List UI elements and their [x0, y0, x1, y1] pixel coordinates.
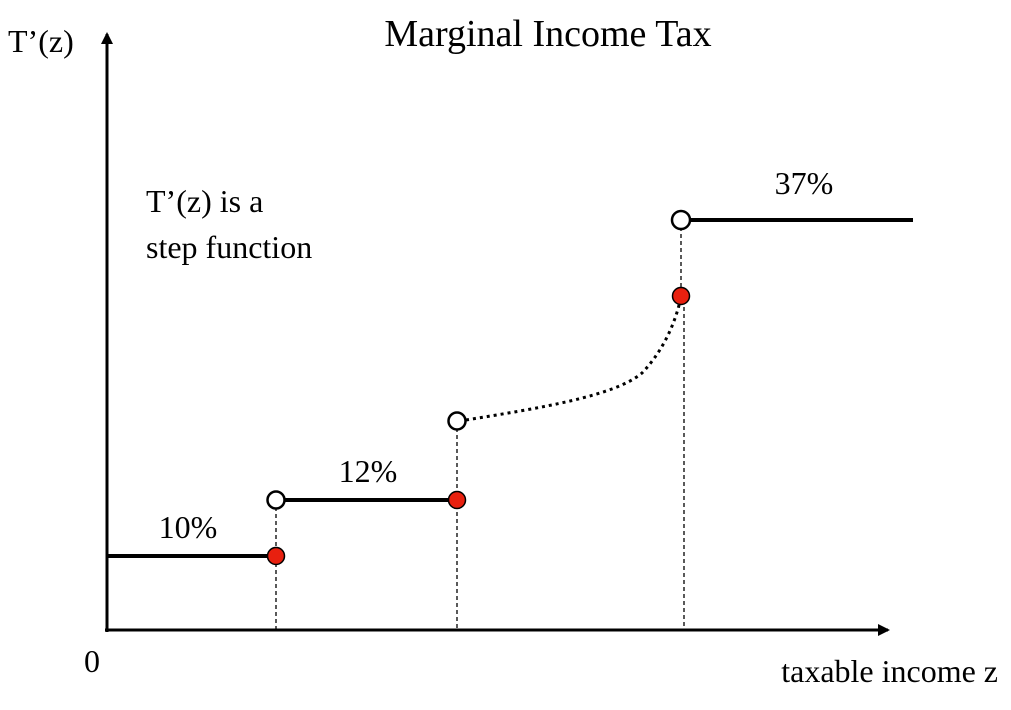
x-axis-label: taxable income z	[781, 653, 998, 689]
closed-point-2	[447, 490, 467, 510]
open-point-1	[266, 490, 286, 510]
rate-label-12: 12%	[339, 453, 398, 489]
open-point-3	[670, 209, 692, 231]
intermediate-brackets-dotted-curve	[465, 296, 683, 422]
diagram-title: Marginal Income Tax	[384, 13, 711, 55]
open-point-2	[447, 411, 467, 431]
rate-label-10: 10%	[159, 509, 218, 545]
note-line-2: step function	[146, 229, 312, 265]
closed-point-1	[266, 546, 286, 566]
closed-point-3	[671, 286, 691, 306]
note-line-1: T’(z) is a	[146, 183, 263, 219]
y-axis-label: T’(z)	[8, 23, 74, 59]
rate-label-37: 37%	[775, 165, 834, 201]
origin-label: 0	[84, 643, 100, 679]
